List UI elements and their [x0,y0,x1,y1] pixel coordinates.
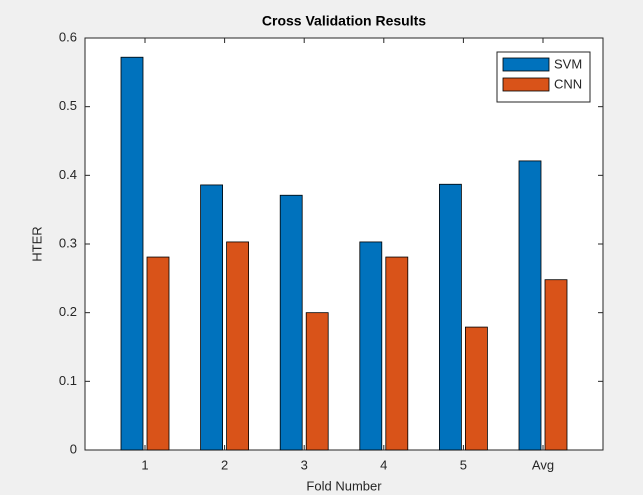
y-tick-label: 0.6 [59,29,77,44]
x-tick-label: 4 [380,457,387,472]
bar [544,279,568,451]
y-tick-label: 0.1 [59,373,77,388]
legend-label: CNN [554,76,582,91]
y-tick-label: 0 [70,441,77,456]
x-tick-label: 5 [460,457,467,472]
bar [226,241,250,451]
x-tick-label: 1 [141,457,148,472]
plot-area [84,37,604,451]
bar [518,160,542,451]
y-tick-label: 0.3 [59,235,77,250]
bar [146,256,170,451]
legend-swatch [502,77,550,92]
bar [279,194,303,451]
x-tick-label: 3 [301,457,308,472]
x-tick-label: 2 [221,457,228,472]
bar [305,312,329,451]
bar [464,326,488,451]
y-tick-label: 0.5 [59,98,77,113]
y-tick-label: 0.4 [59,167,77,182]
y-axis-label: HTER [29,226,44,261]
chart-title: Cross Validation Results [262,13,426,29]
bar [200,184,224,451]
legend-label: SVM [554,56,582,71]
bar [120,56,144,451]
bar [385,256,409,451]
legend-swatch [502,57,550,72]
bar [359,241,383,451]
x-tick-label: Avg [532,457,554,472]
y-tick-label: 0.2 [59,304,77,319]
x-axis-label: Fold Number [306,478,382,493]
bar [438,183,462,451]
